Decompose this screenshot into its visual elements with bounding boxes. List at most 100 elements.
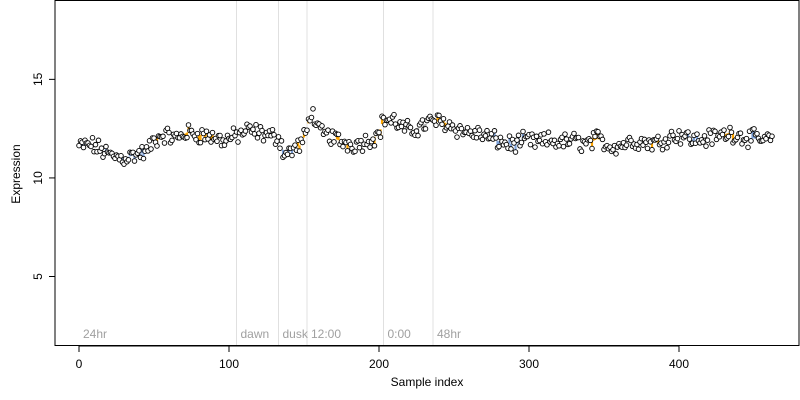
data-point — [541, 131, 547, 137]
data-point — [595, 128, 601, 135]
y-axis-title: Expression — [9, 144, 23, 203]
data-point — [533, 133, 540, 140]
data-point — [376, 129, 382, 136]
data-point — [743, 135, 750, 142]
data-point — [479, 136, 486, 143]
data-point — [670, 132, 676, 139]
data-point — [160, 133, 166, 140]
y-tick-label: 15 — [31, 72, 45, 86]
data-point — [712, 128, 718, 135]
data-point — [467, 128, 474, 134]
data-point — [304, 127, 310, 133]
data-point — [98, 145, 105, 151]
data-point — [719, 131, 726, 138]
data-point — [184, 134, 190, 141]
data-point — [419, 117, 426, 123]
vertical-line-label: 0:00 — [388, 327, 412, 341]
data-point — [623, 142, 630, 148]
data-point — [694, 131, 700, 137]
data-point — [422, 126, 429, 132]
data-point — [703, 143, 709, 149]
data-point — [433, 122, 439, 129]
data-point — [635, 146, 642, 152]
data-point — [589, 145, 595, 152]
data-point — [335, 131, 342, 138]
data-point — [260, 138, 267, 144]
data-point — [748, 138, 754, 144]
data-point — [518, 139, 525, 146]
data-point — [197, 139, 204, 146]
data-point — [701, 133, 708, 139]
data-point — [367, 144, 373, 151]
data-point — [674, 135, 681, 142]
data-point — [704, 137, 711, 143]
data-point — [230, 125, 237, 131]
data-point — [148, 146, 154, 152]
data-point — [356, 144, 363, 151]
data-point — [370, 136, 376, 142]
data-point — [308, 114, 315, 121]
data-point — [440, 116, 447, 122]
data-point — [527, 141, 534, 148]
data-point — [254, 135, 261, 141]
data-point — [352, 148, 358, 155]
data-point — [250, 126, 256, 133]
data-point — [125, 157, 132, 163]
data-point — [578, 148, 585, 155]
data-point — [358, 137, 364, 144]
data-point — [571, 130, 577, 137]
data-point — [454, 134, 460, 140]
data-point — [613, 151, 619, 157]
data-point — [103, 143, 109, 150]
x-tick-label: 100 — [219, 357, 239, 371]
data-point — [520, 128, 526, 135]
data-point — [140, 155, 147, 162]
data-point — [737, 130, 744, 136]
data-point — [278, 138, 285, 144]
data-point — [203, 128, 210, 134]
data-point — [700, 139, 706, 145]
data-point — [331, 139, 337, 145]
data-point — [473, 135, 480, 141]
data-point — [169, 137, 175, 144]
data-point — [292, 142, 298, 148]
data-point — [185, 122, 192, 128]
data-point — [725, 133, 732, 140]
data-point — [299, 139, 306, 146]
data-point — [559, 134, 565, 141]
data-point — [310, 106, 316, 112]
data-point — [506, 133, 513, 139]
data-point — [154, 143, 160, 149]
data-point — [247, 123, 253, 129]
data-point — [458, 125, 465, 132]
data-point — [377, 134, 384, 140]
data-point — [407, 124, 414, 131]
data-point — [745, 144, 751, 151]
data-point — [587, 137, 594, 144]
x-axis: 0 100 200 300 400 — [76, 345, 689, 371]
data-point — [139, 144, 145, 150]
data-point — [556, 142, 562, 149]
data-point — [344, 148, 351, 154]
data-point — [325, 127, 331, 133]
data-point — [214, 138, 220, 145]
data-point — [76, 142, 82, 149]
data-point — [508, 146, 514, 152]
data-point — [95, 137, 102, 144]
data-point — [131, 158, 138, 164]
data-point — [751, 126, 757, 132]
data-point — [284, 151, 291, 158]
data-point — [536, 137, 543, 144]
data-point — [659, 146, 666, 153]
data-point — [259, 127, 265, 134]
vertical-line-label: 24hr — [83, 327, 107, 341]
data-point — [269, 126, 276, 133]
vertical-line-label: 48hr — [437, 327, 461, 341]
data-point — [677, 141, 684, 147]
data-point — [359, 148, 366, 154]
x-axis-title: Sample index — [391, 375, 464, 389]
data-point — [754, 130, 760, 137]
data-point — [664, 144, 670, 151]
x-tick-label: 300 — [519, 357, 539, 371]
